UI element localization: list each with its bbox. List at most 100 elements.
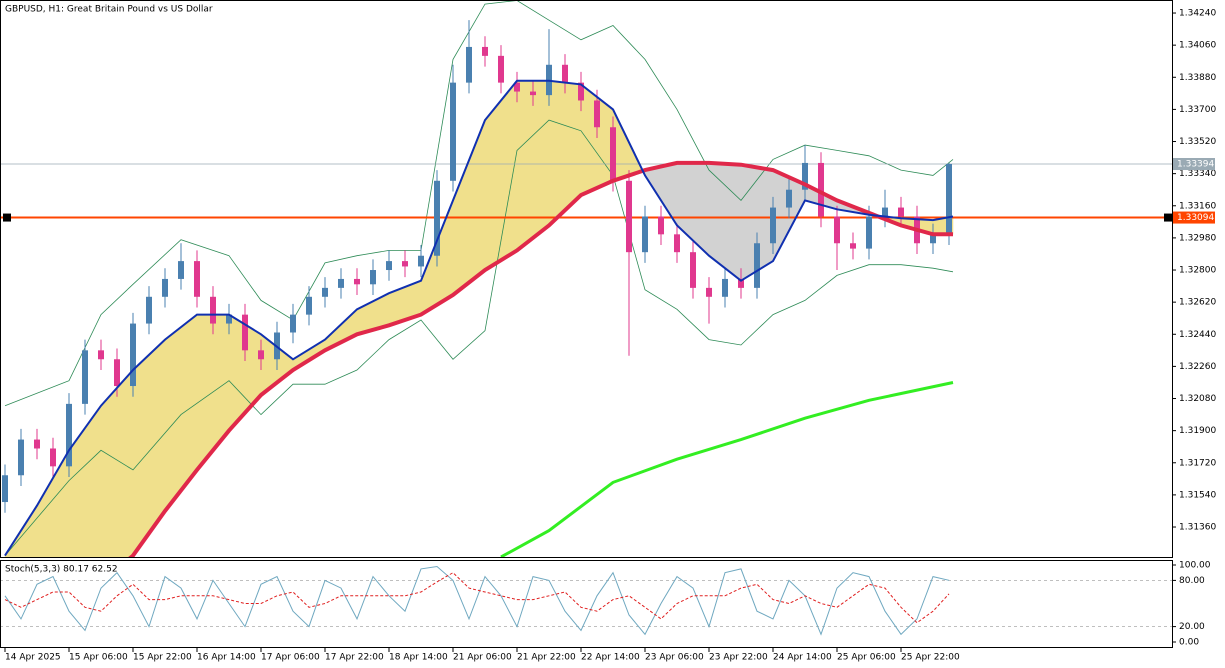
y-tick-label: 1.31360 <box>1179 523 1216 533</box>
candle-body <box>498 55 504 83</box>
y-tick-label: 1.32440 <box>1179 330 1216 340</box>
x-tick-label: 23 Apr 22:00 <box>709 653 768 663</box>
candle-body <box>18 439 24 476</box>
candle-body <box>642 216 648 253</box>
x-tick-label: 23 Apr 06:00 <box>645 653 704 663</box>
candle-body <box>578 82 584 101</box>
candle-body <box>370 270 376 285</box>
candle-body <box>850 243 856 249</box>
candle-body <box>354 278 360 285</box>
moving-average-long <box>500 381 954 557</box>
y-tick-label: 100.00 <box>1179 561 1211 571</box>
candle-body <box>930 234 936 244</box>
candle-body <box>306 296 312 315</box>
candle-body <box>818 162 824 217</box>
candle-body <box>882 207 888 217</box>
candle-body <box>66 403 72 467</box>
y-tick-label: 1.33700 <box>1179 105 1216 115</box>
candle-body <box>482 46 488 56</box>
x-tick-label: 21 Apr 06:00 <box>453 653 512 663</box>
candle-body <box>946 164 952 235</box>
price-label-box <box>1173 211 1215 224</box>
candle-body <box>514 82 520 92</box>
y-tick-label: 1.32800 <box>1179 266 1216 276</box>
y-tick-label: 1.32980 <box>1179 233 1216 243</box>
price-label: 1.33094 <box>1177 213 1214 223</box>
band-upper <box>4 1 954 407</box>
y-tick-label: 20.00 <box>1179 622 1205 632</box>
candle-body <box>722 278 728 297</box>
oscillator-line <box>4 572 950 624</box>
candle-body <box>626 180 632 253</box>
candle-body <box>114 359 120 387</box>
oscillator-plot <box>1 565 1172 636</box>
candle-body <box>162 278 168 297</box>
candle-body <box>690 252 696 288</box>
candle-body <box>738 278 744 288</box>
candle-body <box>258 350 264 360</box>
y-tick-label: 1.31540 <box>1179 490 1216 500</box>
price-label-box <box>1173 158 1215 171</box>
x-tick-label: 15 Apr 06:00 <box>69 653 128 663</box>
candle-body <box>386 261 392 271</box>
x-tick-label: 25 Apr 22:00 <box>901 653 960 663</box>
candle-body <box>338 278 344 288</box>
candle-body <box>898 207 904 217</box>
candle-body <box>610 127 616 181</box>
candle-body <box>2 475 8 503</box>
candle-body <box>866 216 872 249</box>
candle-body <box>562 64 568 83</box>
y-tick-label: 1.34060 <box>1179 41 1216 51</box>
y-tick-label: 1.32080 <box>1179 394 1216 404</box>
candle-body <box>210 296 216 324</box>
candle-body <box>130 323 136 387</box>
y-tick-label: 1.31720 <box>1179 458 1216 468</box>
candle-body <box>466 46 472 83</box>
candle-body <box>530 91 536 96</box>
candle-body <box>402 261 408 267</box>
x-tick-label: 15 Apr 22:00 <box>133 653 192 663</box>
candle-body <box>242 314 248 351</box>
line-handle <box>1164 213 1172 222</box>
oscillator-line <box>4 565 950 636</box>
candle-body <box>802 162 808 190</box>
candle-body <box>146 296 152 324</box>
candle-body <box>82 350 88 404</box>
oscillator-title: Stoch(5,3,3) 80.17 62.52 <box>5 565 118 575</box>
moving-average-fast <box>4 79 954 557</box>
y-tick-label: 1.32260 <box>1179 362 1216 372</box>
x-tick-label: 18 Apr 14:00 <box>389 653 448 663</box>
axes: 1.34240 1.34060 1.33880 1.33700 1.33520 1.333… <box>3 9 1216 663</box>
y-tick-label: 1.33160 <box>1179 201 1216 211</box>
y-tick-label: 0.00 <box>1179 637 1199 647</box>
x-tick-label: 22 Apr 14:00 <box>581 653 640 663</box>
candle-body <box>34 439 40 449</box>
candle-body <box>674 234 680 253</box>
x-tick-label: 14 Apr 2025 <box>5 653 61 663</box>
main-plot <box>1 1 1172 557</box>
y-tick-label: 1.31900 <box>1179 426 1216 436</box>
candle-body <box>754 243 760 288</box>
candle-body <box>770 207 776 244</box>
x-tick-label: 17 Apr 06:00 <box>261 653 320 663</box>
chart-title: GBPUSD, H1: Great Britain Pound vs US Do… <box>5 5 213 15</box>
price-label: 1.33394 <box>1177 160 1214 170</box>
y-tick-label: 1.34240 <box>1179 9 1216 19</box>
candle-body <box>50 448 56 467</box>
cloud-fill <box>516 80 550 251</box>
candle-body <box>290 314 296 333</box>
candle-body <box>434 180 440 256</box>
x-tick-label: 25 Apr 06:00 <box>837 653 896 663</box>
line-handle <box>3 213 11 222</box>
y-tick-label: 1.32620 <box>1179 298 1216 308</box>
y-tick-label: 80.00 <box>1179 576 1205 586</box>
candle-body <box>98 350 104 360</box>
candle-body <box>658 216 664 235</box>
candle-body <box>834 216 840 244</box>
y-tick-label: 1.33340 <box>1179 169 1216 179</box>
candle-body <box>194 261 200 297</box>
oscillator-panel <box>0 560 1173 648</box>
candle-body <box>226 314 232 324</box>
y-tick-label: 1.33520 <box>1179 137 1216 147</box>
